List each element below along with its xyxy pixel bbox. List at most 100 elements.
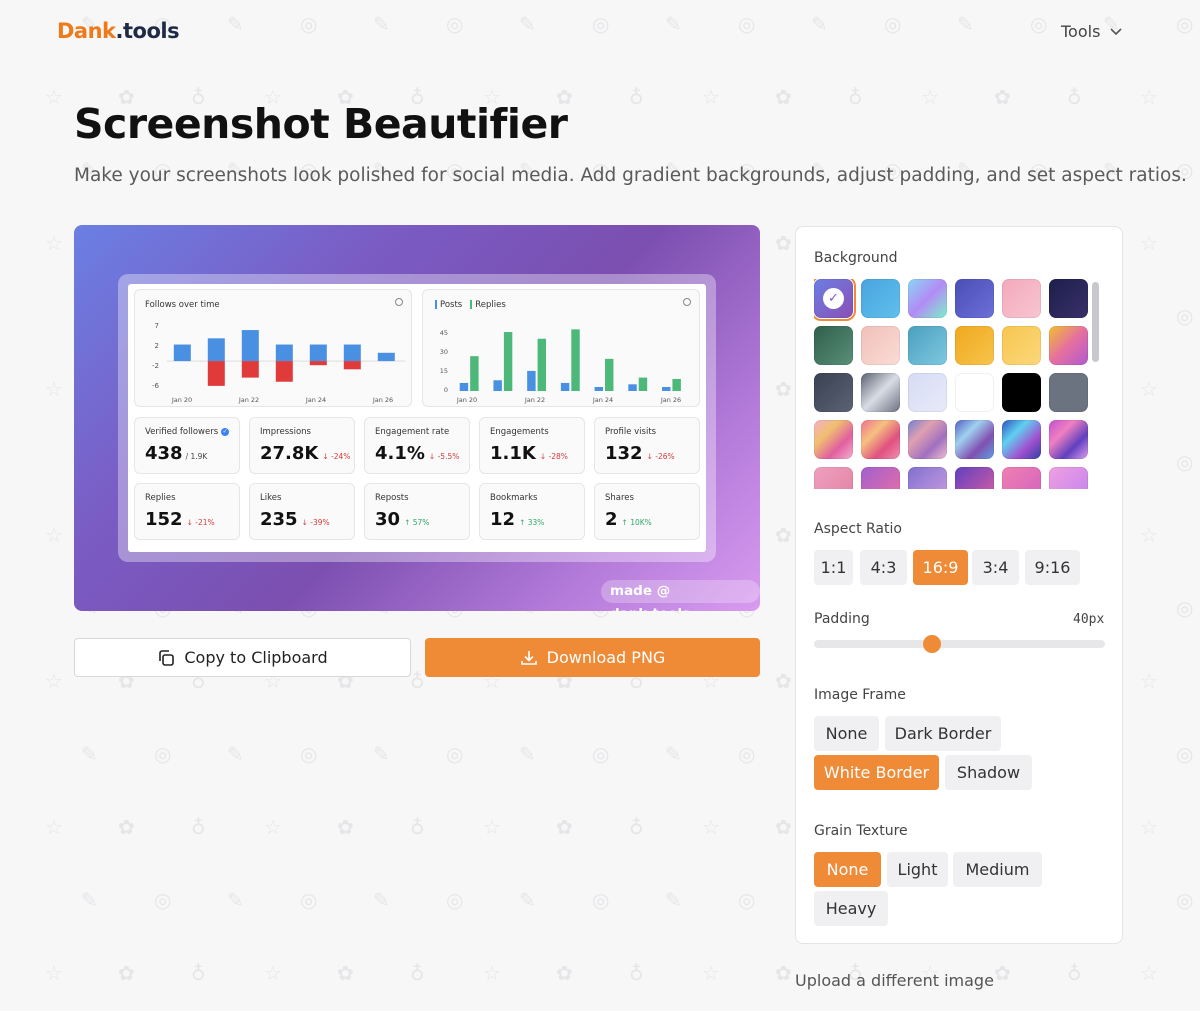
background-swatch[interactable] [955, 373, 994, 412]
background-swatch[interactable] [908, 420, 947, 459]
background-swatch[interactable] [1049, 467, 1088, 489]
background-swatch[interactable] [1002, 467, 1041, 489]
verified-badge-icon: ✓ [221, 428, 230, 436]
page-title: Screenshot Beautifier [74, 100, 568, 148]
legend-replies: Replies [470, 300, 506, 310]
background-swatch[interactable] [861, 467, 900, 489]
follows-chart-title: Follows over time [145, 300, 220, 310]
swatches-scrollbar[interactable] [1092, 282, 1099, 362]
pattern-glyph: ✿ [118, 815, 135, 839]
pattern-glyph: ♁ [191, 961, 206, 985]
info-icon [395, 298, 403, 306]
unfollows-bar [275, 361, 293, 382]
background-swatch[interactable] [955, 420, 994, 459]
background-swatch[interactable] [814, 373, 853, 412]
y-tick-label: 30 [440, 348, 448, 356]
download-png-button[interactable]: Download PNG [425, 638, 760, 677]
background-swatch[interactable] [1049, 279, 1088, 318]
y-tick-label: -6 [152, 382, 160, 390]
pattern-glyph: ◎ [592, 12, 610, 36]
pattern-glyph: ✎ [227, 742, 244, 766]
background-swatch[interactable] [1049, 326, 1088, 365]
aspect-ratio-option[interactable]: 16:9 [913, 550, 968, 585]
upload-different-image-link[interactable]: Upload a different image [795, 971, 994, 990]
y-tick-label: 0 [444, 386, 448, 394]
padding-slider-thumb[interactable] [922, 635, 941, 653]
background-swatch[interactable] [908, 279, 947, 318]
pattern-glyph: ✿ [775, 231, 792, 255]
background-swatch[interactable] [1002, 326, 1041, 365]
x-tick-label: Jan 26 [660, 396, 681, 404]
pattern-glyph: ✎ [227, 888, 244, 912]
image-frame-option[interactable]: None [814, 716, 879, 751]
background-swatch[interactable] [908, 467, 947, 489]
pattern-glyph: ☆ [1140, 815, 1158, 839]
grain-texture-option[interactable]: Light [887, 852, 948, 887]
tools-menu[interactable]: Tools [1061, 22, 1122, 41]
follows-bar [173, 344, 191, 362]
pattern-glyph: ✎ [373, 888, 390, 912]
background-swatch[interactable] [1002, 420, 1041, 459]
screenshot-preview: Follows over time 7 2 -2 -6 Jan 20 Jan 22 Jan … [74, 225, 760, 611]
padding-label: Padding [814, 611, 870, 627]
grain-texture-option[interactable]: None [814, 852, 881, 887]
pattern-glyph: ♁ [629, 961, 644, 985]
background-swatch[interactable] [908, 326, 947, 365]
pattern-glyph: ✿ [556, 961, 573, 985]
background-swatch[interactable] [861, 326, 900, 365]
pattern-glyph: ✎ [665, 888, 682, 912]
copy-icon [159, 649, 175, 666]
aspect-ratio-option[interactable]: 3:4 [972, 550, 1019, 585]
background-swatch[interactable] [1049, 420, 1088, 459]
background-swatch[interactable] [1002, 279, 1041, 318]
background-swatch[interactable] [861, 279, 900, 318]
background-swatch[interactable] [861, 420, 900, 459]
background-swatch[interactable] [908, 373, 947, 412]
pattern-glyph: ☆ [1140, 669, 1158, 693]
background-swatch[interactable] [861, 373, 900, 412]
padding-slider[interactable] [814, 635, 1105, 653]
stat-value: 27.8K ↓ -24% [260, 443, 351, 464]
x-tick-label: Jan 24 [592, 396, 613, 404]
stat-label: Engagement rate [375, 427, 450, 437]
background-swatch[interactable] [955, 326, 994, 365]
background-swatch[interactable] [814, 420, 853, 459]
stat-card: Replies 152 ↓ -21% [134, 483, 240, 540]
replies-bar [605, 358, 614, 391]
background-swatch[interactable]: ✓ [814, 279, 856, 321]
pattern-glyph: ☆ [1140, 377, 1158, 401]
image-frame-option[interactable]: Shadow [945, 755, 1032, 790]
background-swatch[interactable] [1002, 373, 1041, 412]
stat-change: ↓ -39% [301, 518, 330, 527]
stat-value: 152 ↓ -21% [145, 509, 215, 530]
grain-texture-option[interactable]: Heavy [814, 891, 888, 926]
posts-bar [560, 382, 570, 391]
background-swatch[interactable] [955, 279, 994, 318]
posts-bar [628, 384, 637, 391]
posts-chart-legend: Posts Replies [435, 300, 506, 310]
dank-tools-logo[interactable]: Dank.tools [57, 19, 180, 43]
background-swatch[interactable] [814, 467, 853, 489]
pattern-glyph: ✿ [118, 961, 135, 985]
image-frame-option[interactable]: Dark Border [885, 716, 1001, 751]
pattern-glyph: ◎ [1176, 450, 1194, 474]
image-frame-option[interactable]: White Border [814, 755, 939, 790]
stat-label: Bookmarks [490, 493, 538, 503]
follows-bar [377, 352, 395, 362]
x-tick-label: Jan 24 [305, 396, 326, 404]
page-subtitle: Make your screenshots look polished for … [74, 165, 1187, 186]
follows-chart-card: Follows over time 7 2 -2 -6 Jan 20 Jan 22 Jan … [134, 289, 412, 407]
pattern-glyph: ✎ [81, 742, 98, 766]
aspect-ratio-option[interactable]: 4:3 [860, 550, 907, 585]
pattern-glyph: ✿ [556, 815, 573, 839]
background-swatch[interactable] [955, 467, 994, 489]
tools-menu-label: Tools [1061, 22, 1101, 41]
copy-to-clipboard-button[interactable]: Copy to Clipboard [74, 638, 411, 677]
aspect-ratio-option[interactable]: 1:1 [814, 550, 853, 585]
background-swatch[interactable] [814, 326, 853, 365]
grain-texture-option[interactable]: Medium [953, 852, 1042, 887]
aspect-ratio-label: Aspect Ratio [814, 521, 902, 537]
pattern-glyph: ◎ [738, 12, 756, 36]
background-swatch[interactable] [1049, 373, 1088, 412]
aspect-ratio-option[interactable]: 9:16 [1025, 550, 1080, 585]
